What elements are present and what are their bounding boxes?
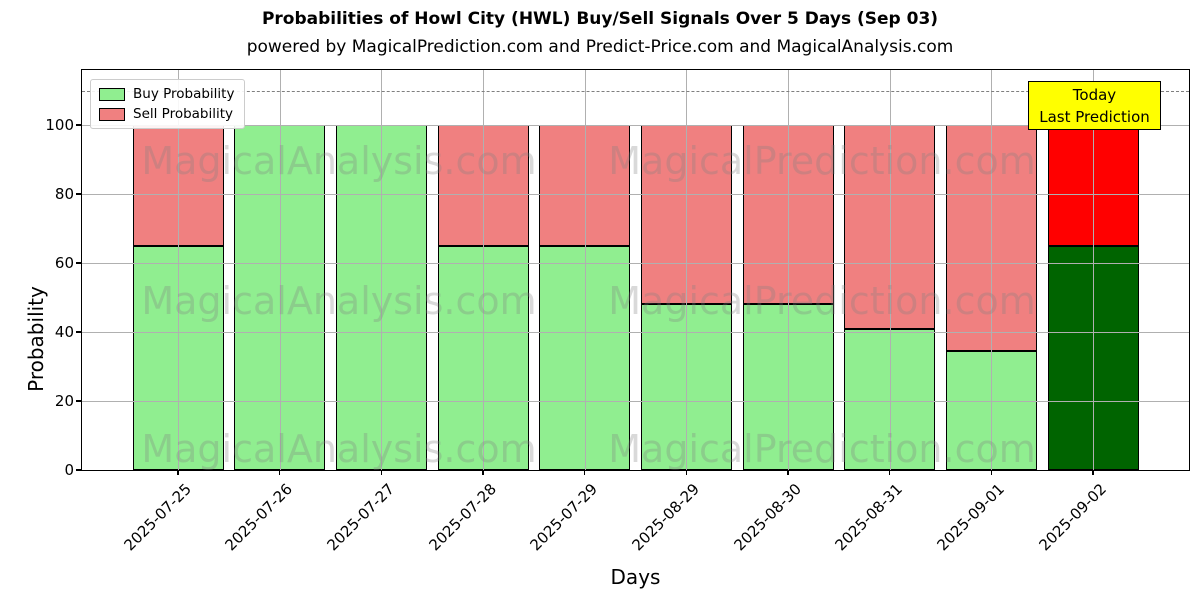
x-tick-label: 2025-07-25 (120, 480, 195, 555)
x-tick-label: 2025-07-26 (222, 480, 297, 555)
y-tick-label: 60 (54, 254, 74, 273)
x-tick-label: 2025-07-29 (527, 480, 602, 555)
threshold-dashed-line (82, 90, 1189, 92)
y-gridline (82, 332, 1189, 334)
watermark-right: MagicalPrediction.com (608, 427, 1036, 471)
x-tick-mark (787, 470, 789, 475)
sell-swatch-icon (99, 107, 125, 121)
watermark-left: MagicalAnalysis.com (141, 139, 537, 183)
x-tick-mark (278, 470, 281, 475)
x-tick-mark (177, 470, 179, 475)
x-tick-label: 2025-07-28 (425, 480, 500, 555)
y-tick-label: 0 (64, 461, 74, 479)
watermark-left: MagicalAnalysis.com (141, 279, 537, 323)
x-gridline (686, 70, 688, 470)
y-tick-label: 20 (54, 392, 74, 411)
plot-area: Probability Days Buy Probability Sell Pr… (24, 69, 1190, 589)
x-tick-label: 2025-08-31 (832, 480, 907, 555)
x-tick-mark (1092, 470, 1094, 475)
y-gridline (82, 401, 1189, 403)
legend: Buy Probability Sell Probability (90, 79, 246, 129)
x-tick-label: 2025-09-01 (933, 480, 1009, 555)
x-tick-mark (380, 470, 383, 475)
x-tick-mark (685, 470, 688, 475)
x-tick-mark (888, 470, 891, 475)
y-tick-mark (75, 124, 81, 126)
chart-title: Probabilities of Howl City (HWL) Buy/Sel… (261, 9, 939, 29)
y-gridline (82, 125, 1189, 127)
buy-swatch-icon (99, 87, 125, 101)
x-gridline (991, 70, 993, 470)
y-tick-mark (75, 262, 81, 264)
x-gridline (178, 70, 179, 470)
y-tick-label: 80 (54, 185, 74, 204)
y-gridline (82, 194, 1189, 196)
watermark-left: MagicalAnalysis.com (141, 427, 537, 471)
x-tick-label: 2025-08-29 (628, 480, 704, 555)
x-gridline (1093, 70, 1094, 470)
y-tick-label: 100 (45, 116, 74, 135)
annotation-line-1: Today (1072, 85, 1117, 104)
today-annotation: Today Last Prediction (1028, 81, 1161, 130)
x-gridline (889, 70, 891, 470)
y-tick-mark (75, 400, 81, 402)
x-tick-label: 2025-09-02 (1035, 480, 1110, 555)
annotation-line-2: Last Prediction (1039, 107, 1150, 126)
y-gridline (82, 263, 1189, 265)
x-tick-mark (990, 470, 993, 475)
x-gridline (788, 70, 789, 470)
legend-item-buy: Buy Probability (99, 87, 234, 101)
x-tick-label: 2025-08-30 (730, 480, 805, 555)
x-tick-mark (583, 470, 586, 475)
x-gridline (381, 70, 383, 470)
x-tick-mark (482, 470, 484, 475)
x-tick-label: 2025-07-27 (323, 480, 399, 555)
x-gridline (483, 70, 484, 470)
x-gridline (279, 70, 281, 470)
y-tick-mark (75, 331, 81, 333)
watermark-right: MagicalPrediction.com (608, 279, 1036, 323)
y-tick-label: 40 (54, 323, 74, 342)
y-tick-mark (75, 193, 81, 195)
chart-subtitle: powered by MagicalPrediction.com and Pre… (246, 37, 954, 57)
x-axis-label: Days (610, 565, 661, 589)
watermark-right: MagicalPrediction.com (608, 139, 1036, 183)
y-tick-mark (75, 469, 81, 471)
legend-label: Buy Probability (133, 86, 235, 102)
legend-item-sell: Sell Probability (99, 107, 234, 121)
legend-label: Sell Probability (133, 106, 234, 122)
x-gridline (584, 70, 586, 470)
